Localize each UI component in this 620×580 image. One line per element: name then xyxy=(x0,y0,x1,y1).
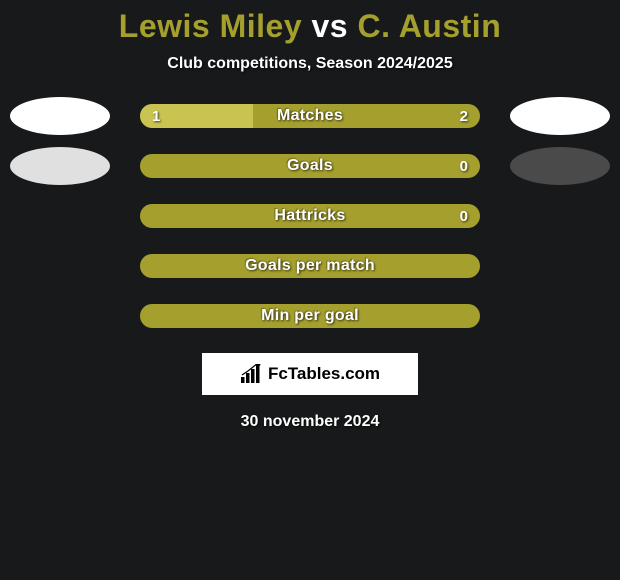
stat-bar: 0Goals xyxy=(140,154,480,178)
stat-label: Matches xyxy=(140,104,480,128)
stat-label: Hattricks xyxy=(140,204,480,228)
page-title: Lewis Miley vs C. Austin xyxy=(0,8,620,45)
stat-label: Min per goal xyxy=(140,304,480,328)
stat-row: Goals per match xyxy=(0,253,620,279)
stat-bar: 0Hattricks xyxy=(140,204,480,228)
comparison-infographic: Lewis Miley vs C. Austin Club competitio… xyxy=(0,0,620,431)
club-badge-right xyxy=(510,97,610,135)
stat-bar: 12Matches xyxy=(140,104,480,128)
chart-icon xyxy=(240,364,264,384)
stat-label: Goals per match xyxy=(140,254,480,278)
stat-row: 12Matches xyxy=(0,103,620,129)
comparison-rows: 12Matches 0Goals 0Hattricks Goals per match… xyxy=(0,103,620,329)
player2-name: C. Austin xyxy=(357,8,501,44)
branding-box: FcTables.com xyxy=(202,353,418,395)
subtitle: Club competitions, Season 2024/2025 xyxy=(0,55,620,73)
stat-row: 0Goals xyxy=(0,153,620,179)
stat-row: 0Hattricks xyxy=(0,203,620,229)
branding-text: FcTables.com xyxy=(268,364,380,384)
vs-text: vs xyxy=(312,8,349,44)
stat-row: Min per goal xyxy=(0,303,620,329)
stat-bar: Min per goal xyxy=(140,304,480,328)
stat-label: Goals xyxy=(140,154,480,178)
player1-name: Lewis Miley xyxy=(119,8,302,44)
club-badge-left xyxy=(10,97,110,135)
club-badge-left xyxy=(10,147,110,185)
stat-bar: Goals per match xyxy=(140,254,480,278)
club-badge-right xyxy=(510,147,610,185)
date-text: 30 november 2024 xyxy=(0,413,620,431)
